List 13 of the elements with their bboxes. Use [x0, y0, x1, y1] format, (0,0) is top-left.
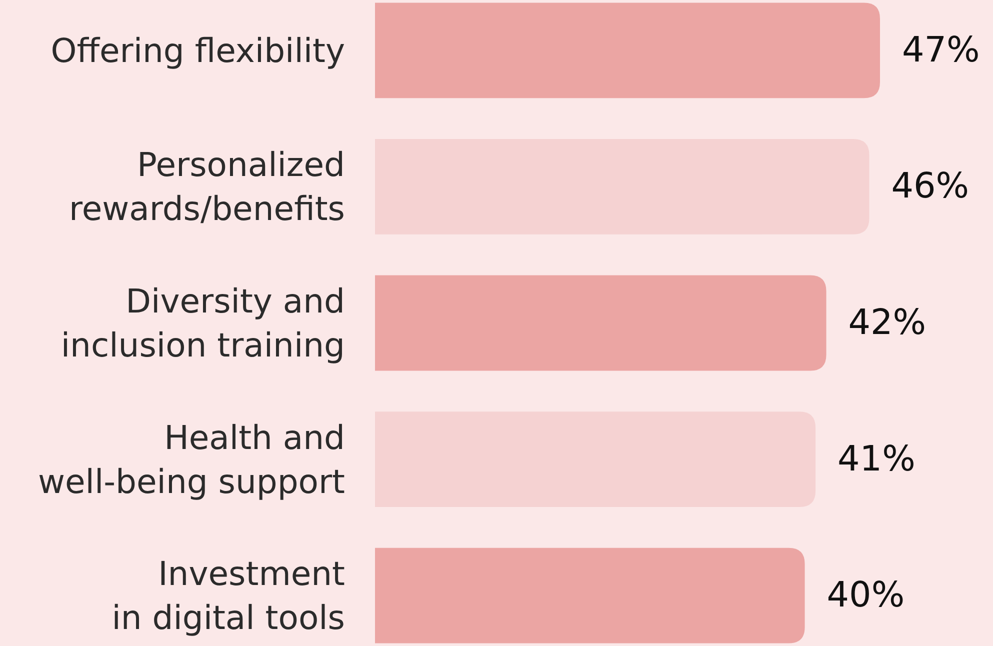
data-label: 46% [891, 166, 970, 207]
data-label: 41% [838, 439, 916, 480]
y-tick-label: Diversity and inclusion training [60, 282, 345, 364]
y-tick-label: Investment in digital tools [112, 554, 346, 638]
y-tick-label: Personalized rewards/benefits [69, 145, 345, 228]
bar [375, 548, 805, 644]
data-label: 42% [848, 303, 926, 343]
data-label: 47% [902, 30, 980, 70]
bar [375, 275, 826, 371]
y-tick-label: Health and well-being support [38, 418, 346, 501]
y-tick-label: Offering flexibility [50, 30, 345, 70]
data-label: 40% [826, 576, 905, 616]
bar [375, 2, 880, 98]
